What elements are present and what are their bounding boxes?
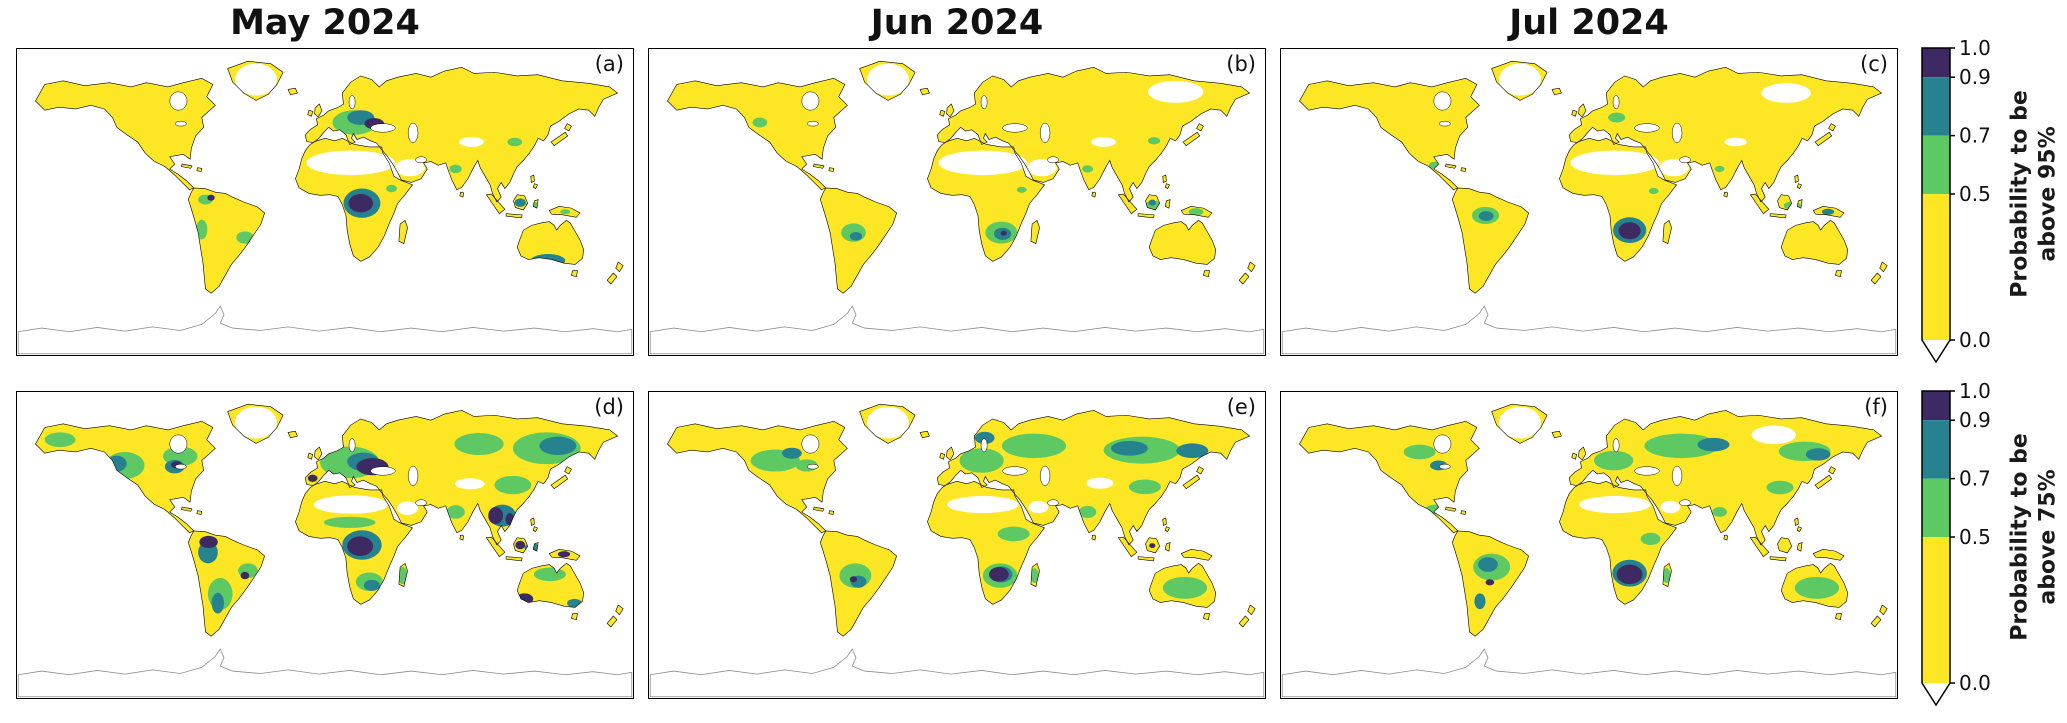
- svg-text:0.5: 0.5: [1959, 525, 1991, 549]
- panel-label-e: (e): [1226, 395, 1256, 419]
- svg-text:0.7: 0.7: [1959, 124, 1991, 148]
- map-panel-a: (a): [16, 48, 634, 356]
- svg-text:1.0: 1.0: [1959, 379, 1991, 403]
- panel-label-c: (c): [1860, 52, 1888, 76]
- world-map-d: [17, 403, 633, 698]
- colorbar-title-95: Probability to be above 95%: [2007, 90, 2062, 298]
- antarctica-outline: [17, 648, 633, 698]
- colorbar-title-75: Probability to be above 75%: [2007, 433, 2062, 641]
- colorbar-scale-75: 1.0 0.9 0.7 0.5 0.0: [1921, 379, 1991, 707]
- world-map-a: [17, 60, 633, 355]
- svg-text:0.7: 0.7: [1959, 467, 1991, 491]
- column-title-jul: Jul 2024: [1509, 3, 1669, 43]
- map-panel-e: (e): [648, 391, 1266, 699]
- column-title-jun: Jun 2024: [870, 3, 1044, 43]
- svg-text:0.9: 0.9: [1959, 408, 1991, 432]
- colorbar-title-75-line1: Probability to be: [2007, 433, 2033, 641]
- antarctica-outline: [17, 305, 633, 355]
- world-map-f: [1281, 403, 1897, 698]
- antarctica-outline: [649, 648, 1265, 698]
- colorbar-95: 1.0 0.9 0.7 0.5 0.0 Probability to be above …: [1916, 36, 2066, 366]
- svg-text:0.5: 0.5: [1959, 182, 1991, 206]
- svg-text:0.0: 0.0: [1959, 671, 1991, 695]
- world-map-c: [1281, 60, 1897, 355]
- colorbar-title-95-line2: above 95%: [2035, 126, 2060, 262]
- colorbar-scale-95: 1.0 0.9 0.7 0.5 0.0: [1921, 36, 1991, 364]
- antarctica-outline: [1281, 648, 1897, 698]
- panel-label-d: (d): [594, 395, 624, 419]
- world-map-e: [649, 403, 1265, 698]
- map-panel-c: (c): [1280, 48, 1898, 356]
- map-panel-b: (b): [648, 48, 1266, 356]
- antarctica-outline: [649, 305, 1265, 355]
- panel-label-a: (a): [594, 52, 624, 76]
- world-map-b: [649, 60, 1265, 355]
- svg-text:0.0: 0.0: [1959, 328, 1991, 352]
- map-panel-d: (d): [16, 391, 634, 699]
- panel-label-f: (f): [1864, 395, 1888, 419]
- svg-text:0.9: 0.9: [1959, 65, 1991, 89]
- antarctica-outline: [1281, 305, 1897, 355]
- svg-text:1.0: 1.0: [1959, 36, 1991, 60]
- colorbar-title-75-line2: above 75%: [2035, 469, 2060, 605]
- column-title-may: May 2024: [230, 3, 420, 43]
- colorbar-title-95-line1: Probability to be: [2007, 90, 2033, 298]
- map-panel-f: (f): [1280, 391, 1898, 699]
- panel-label-b: (b): [1226, 52, 1256, 76]
- colorbar-75: 1.0 0.9 0.7 0.5 0.0 Probability to be above …: [1916, 379, 2066, 709]
